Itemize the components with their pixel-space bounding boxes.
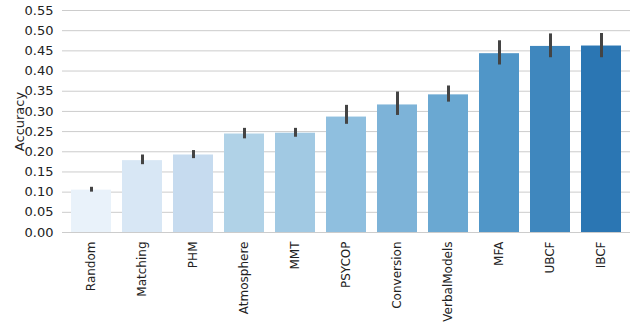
svg-text:0.45: 0.45: [25, 43, 54, 58]
svg-text:0.05: 0.05: [25, 204, 54, 219]
svg-text:0.25: 0.25: [25, 124, 54, 139]
svg-text:PHM: PHM: [186, 242, 200, 269]
svg-text:0.40: 0.40: [25, 63, 54, 78]
svg-text:Random: Random: [84, 242, 98, 292]
svg-text:MMT: MMT: [288, 241, 302, 270]
svg-text:0.50: 0.50: [25, 23, 54, 38]
svg-text:PSYCOP: PSYCOP: [339, 242, 353, 289]
svg-text:0.30: 0.30: [25, 104, 54, 119]
svg-text:0.55: 0.55: [25, 3, 54, 18]
svg-text:IBCF: IBCF: [594, 241, 608, 268]
svg-text:Matching: Matching: [135, 242, 149, 297]
svg-text:0.00: 0.00: [25, 225, 54, 240]
svg-text:0.20: 0.20: [25, 144, 54, 159]
svg-text:VerbalModels: VerbalModels: [441, 242, 455, 322]
svg-text:0.35: 0.35: [25, 83, 54, 98]
svg-text:MFA: MFA: [492, 241, 506, 266]
svg-text:Accuracy: Accuracy: [12, 92, 27, 152]
svg-text:0.10: 0.10: [25, 184, 54, 199]
svg-text:Conversion: Conversion: [390, 242, 404, 309]
svg-text:UBCF: UBCF: [543, 241, 557, 273]
svg-text:Atmosphere: Atmosphere: [237, 242, 251, 315]
svg-text:0.15: 0.15: [25, 164, 54, 179]
